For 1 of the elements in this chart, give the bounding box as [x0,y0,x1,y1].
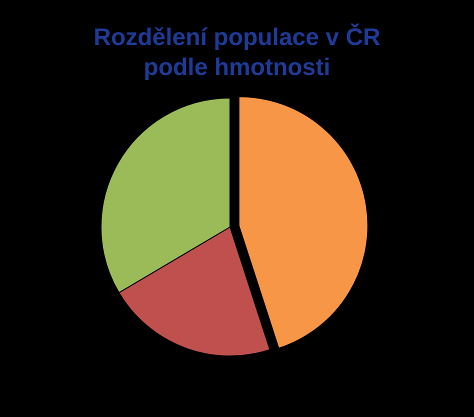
chart-title: Rozdělení populace v ČR podle hmotnosti [94,23,380,81]
